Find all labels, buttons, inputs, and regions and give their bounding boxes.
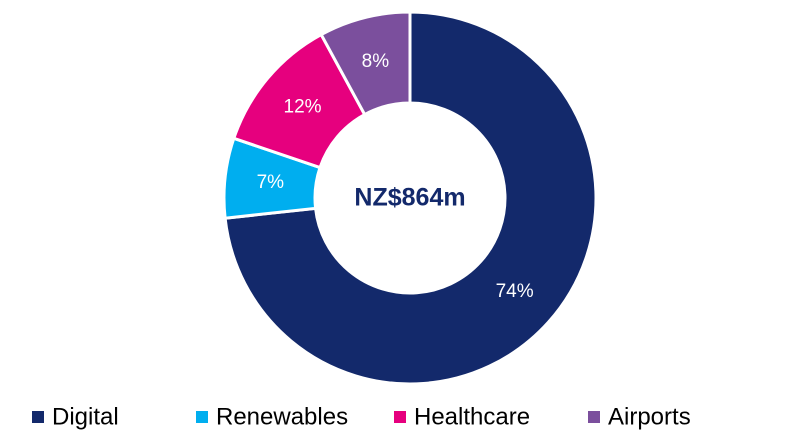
- slice: [223, 10, 598, 386]
- slice-label: 7%: [257, 172, 285, 193]
- legend-swatch: [588, 411, 600, 423]
- legend-text: Renewables: [216, 403, 348, 430]
- slice-label: 12%: [284, 97, 322, 118]
- center-text: NZ$864m: [354, 184, 465, 212]
- legend-text: Healthcare: [414, 403, 530, 430]
- legend-swatch: [196, 411, 208, 423]
- slice-label: 8%: [362, 51, 390, 72]
- legend-text: Airports: [608, 403, 691, 430]
- legend-swatch: [32, 411, 44, 423]
- legend-text: Digital: [52, 403, 119, 430]
- slice-label: 74%: [496, 281, 534, 302]
- legend-swatch: [394, 411, 406, 423]
- slice: [319, 10, 412, 117]
